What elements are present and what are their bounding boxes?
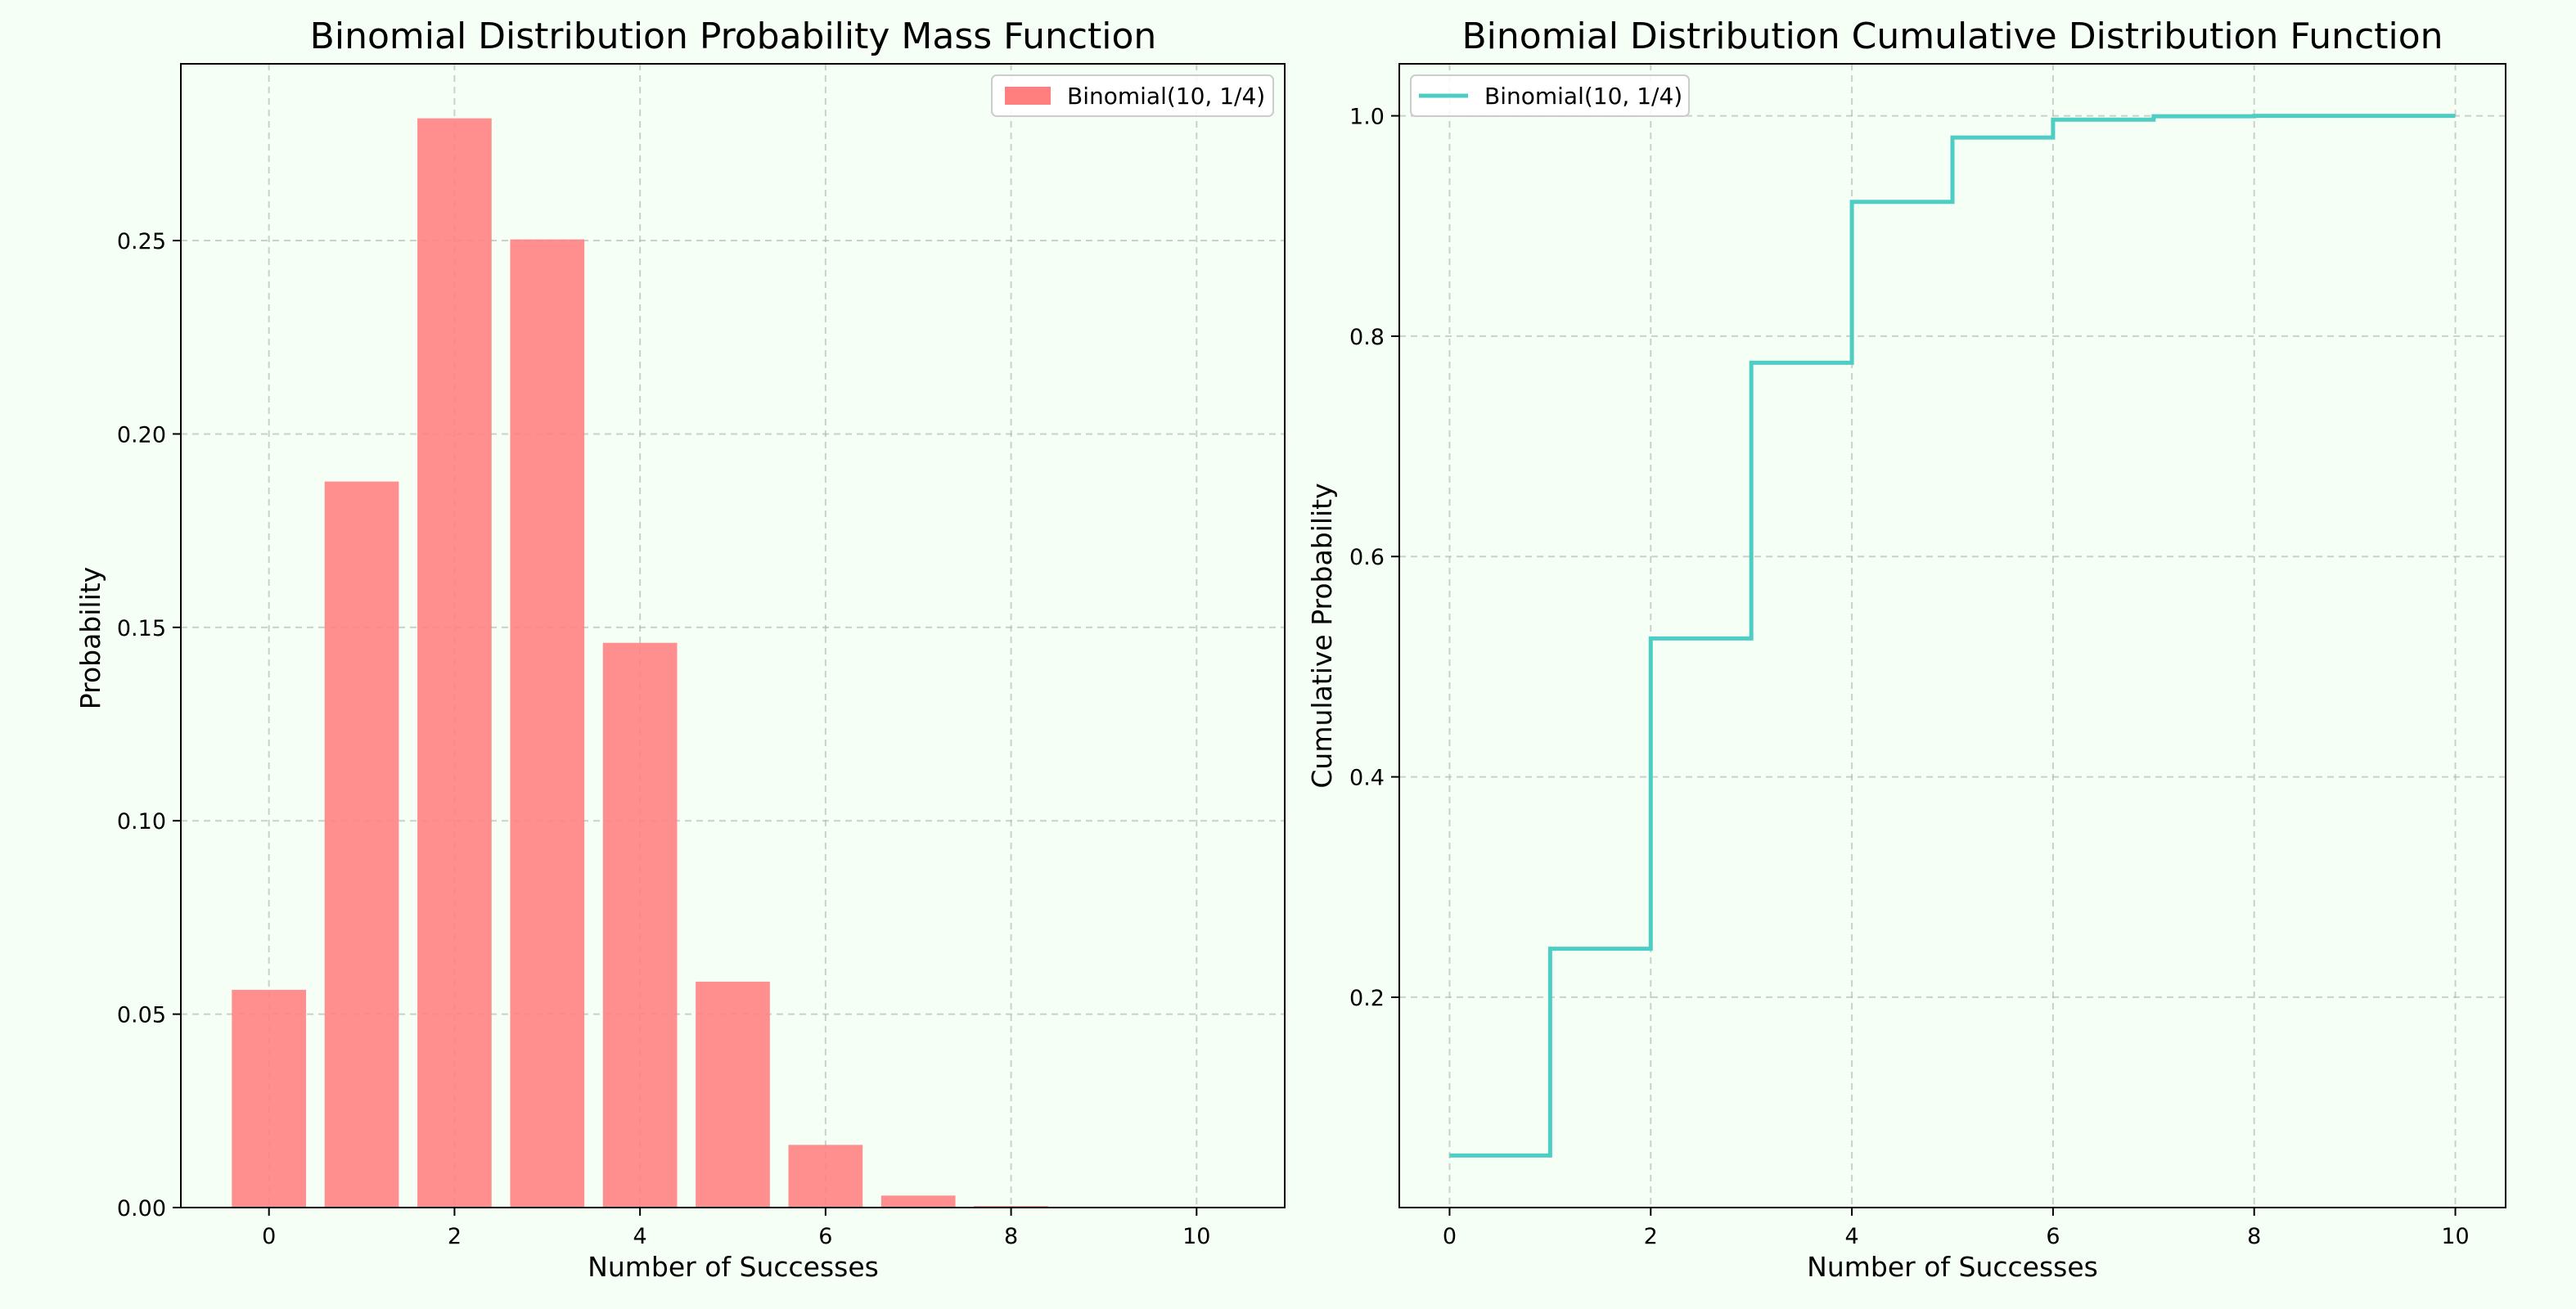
cdf-ytick-label-2: 0.6 — [1349, 545, 1385, 570]
cdf-xtick-label-3: 6 — [2046, 1224, 2060, 1249]
pmf-bar-5 — [696, 981, 770, 1208]
cdf-xtick-label-2: 4 — [1844, 1224, 1858, 1249]
cdf-ytick-label-3: 0.8 — [1349, 325, 1385, 350]
cdf-axes-frame — [1398, 63, 2506, 1208]
pmf-xlabel: Number of Successes — [588, 1251, 879, 1283]
pmf-axes-frame — [180, 63, 1286, 1208]
cdf-legend: Binomial(10, 1/4) — [1410, 74, 1690, 117]
pmf-legend-label: Binomial(10, 1/4) — [1067, 83, 1265, 110]
pmf-xtick-label-0: 0 — [262, 1224, 276, 1249]
cdf-ylabel: Cumulative Probability — [1306, 483, 1338, 788]
cdf-chart: Binomial Distribution Cumulative Distrib… — [1306, 16, 2506, 1283]
pmf-xtick-label-5: 10 — [1182, 1224, 1210, 1249]
pmf-xtick-label-4: 8 — [1004, 1224, 1018, 1249]
pmf-ytick-label-0: 0.00 — [117, 1196, 166, 1221]
cdf-title: Binomial Distribution Cumulative Distrib… — [1461, 16, 2443, 57]
pmf-bar-2 — [417, 118, 492, 1208]
pmf-chart: Binomial Distribution Probability Mass F… — [74, 16, 1286, 1283]
pmf-legend-swatch — [1005, 87, 1051, 105]
pmf-ytick-label-2: 0.10 — [117, 809, 166, 834]
pmf-ytick-label-1: 0.05 — [117, 1003, 166, 1028]
cdf-xtick-label-1: 2 — [1644, 1224, 1658, 1249]
cdf-ytick-label-4: 1.0 — [1349, 105, 1385, 130]
pmf-bar-4 — [602, 642, 678, 1208]
pmf-title: Binomial Distribution Probability Mass F… — [310, 16, 1157, 57]
pmf-legend-box — [991, 74, 1274, 117]
pmf-bar-0 — [232, 989, 307, 1208]
pmf-ytick-label-3: 0.15 — [117, 616, 166, 641]
pmf-ylabel: Probability — [74, 567, 106, 709]
pmf-bar-6 — [788, 1145, 863, 1208]
cdf-xtick-label-4: 8 — [2247, 1224, 2261, 1249]
pmf-xtick-label-3: 6 — [818, 1224, 832, 1249]
cdf-ytick-label-1: 0.4 — [1349, 766, 1385, 791]
cdf-series-line — [1449, 114, 2456, 1158]
cdf-xlabel: Number of Successes — [1807, 1251, 2098, 1283]
cdf-xtick-label-5: 10 — [2441, 1224, 2469, 1249]
pmf-legend: Binomial(10, 1/4) — [991, 74, 1274, 117]
cdf-step-line — [1449, 114, 2456, 1158]
cdf-ytick-label-0: 0.2 — [1349, 986, 1385, 1011]
pmf-bars — [232, 118, 1048, 1208]
cdf-legend-label: Binomial(10, 1/4) — [1484, 83, 1682, 110]
pmf-bar-7 — [880, 1195, 956, 1208]
pmf-ticks: 0 2 4 6 8 10 0.00 0.05 0.10 0.15 0.20 0.25 — [117, 229, 1211, 1249]
cdf-legend-box — [1410, 74, 1690, 117]
pmf-bar-3 — [510, 239, 585, 1208]
pmf-ytick-label-5: 0.25 — [117, 229, 166, 254]
pmf-xtick-label-1: 2 — [448, 1224, 462, 1249]
cdf-xtick-label-0: 0 — [1443, 1224, 1457, 1249]
pmf-bar-1 — [324, 481, 399, 1208]
pmf-ytick-label-4: 0.20 — [117, 422, 166, 448]
cdf-ticks: 0 2 4 6 8 10 0.2 0.4 0.6 0.8 1.0 — [1349, 105, 2470, 1249]
pmf-xtick-label-2: 4 — [633, 1224, 647, 1249]
